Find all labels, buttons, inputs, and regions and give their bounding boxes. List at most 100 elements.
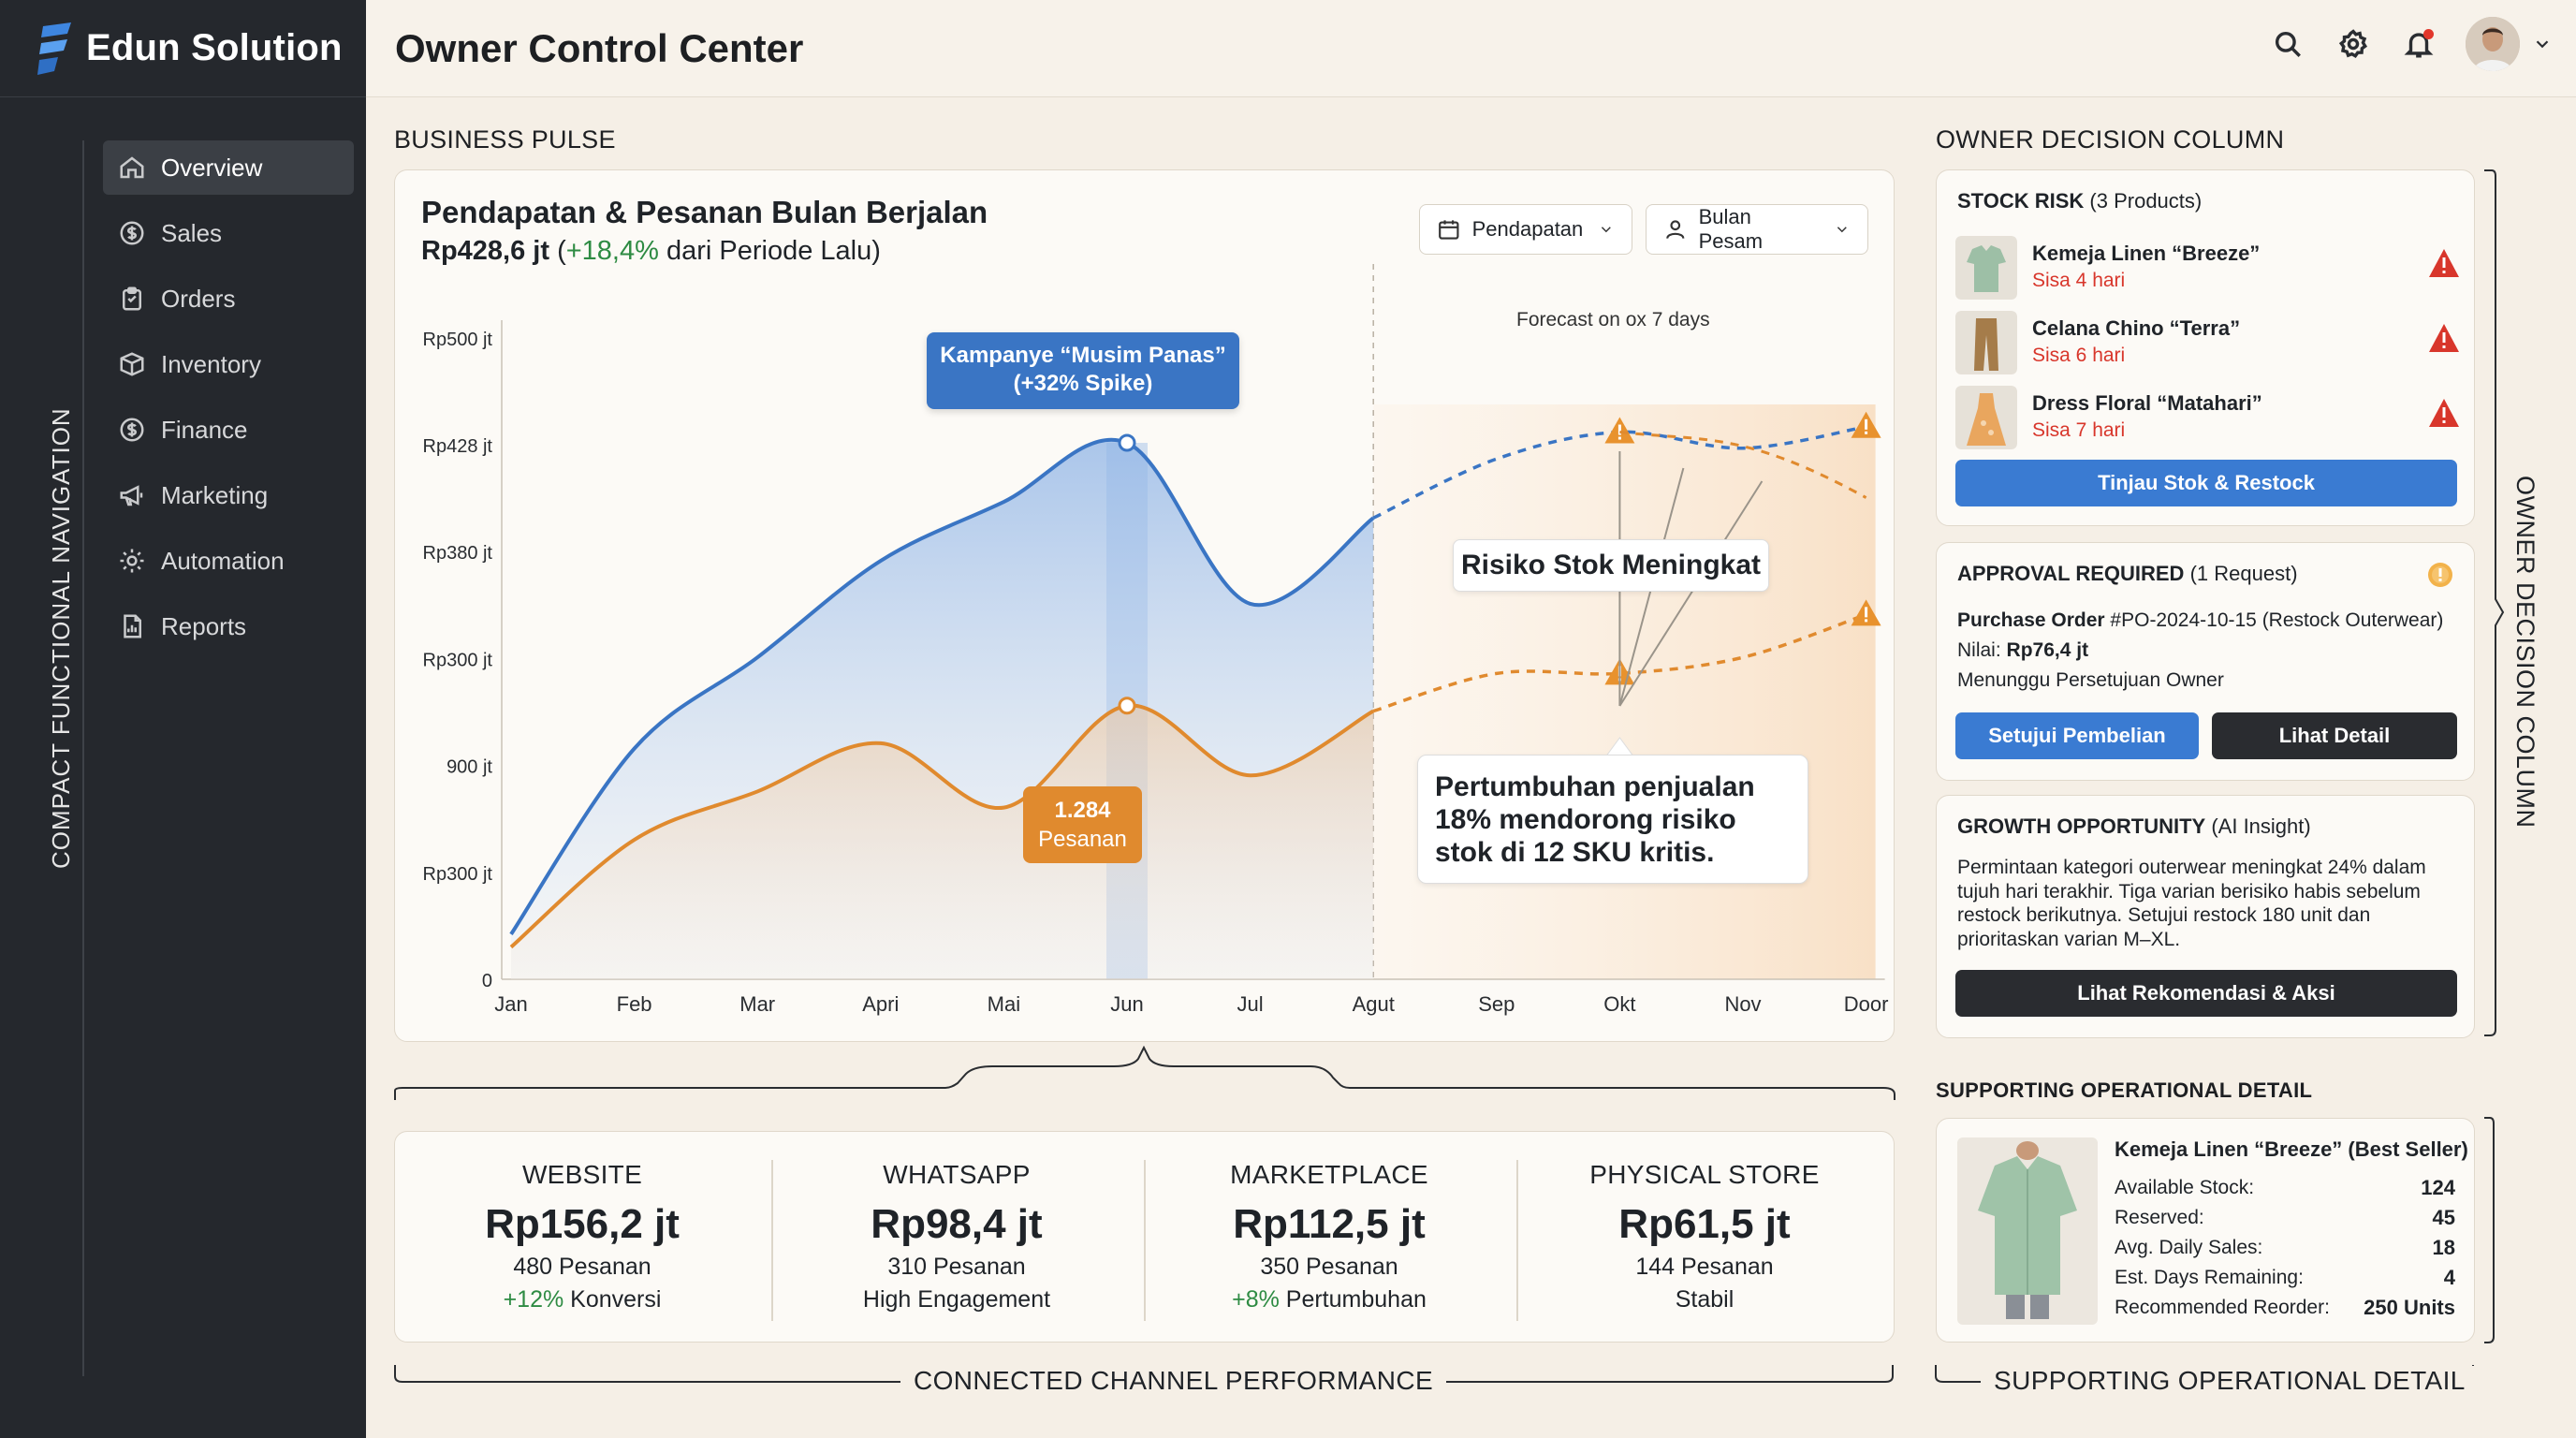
approval-heading: APPROVAL REQUIRED xyxy=(1957,562,2185,585)
navigation-section-label: COMPACT FUNCTIONAL NAVIGATION xyxy=(47,407,75,869)
product-name: Kemeja Linen “Breeze” xyxy=(2032,242,2261,265)
sidebar-item-orders[interactable]: Orders xyxy=(103,271,354,326)
orders-forecast-line xyxy=(1372,612,1867,713)
channel-metric-change: +12% xyxy=(503,1286,564,1313)
gear-icon xyxy=(120,549,144,573)
channel-revenue: Rp98,4 jt xyxy=(871,1201,1043,1247)
x-tick-label: Nov xyxy=(1724,992,1761,1016)
x-tick-label: Sep xyxy=(1478,992,1515,1016)
top-header: Owner Control Center xyxy=(366,0,2576,97)
chevron-down-icon xyxy=(1602,227,1612,233)
purchase-order-line: Purchase Order #PO-2024-10-15 (Restock O… xyxy=(1957,607,2443,635)
risk-forecast-line xyxy=(1619,431,1867,499)
sidebar-item-label: Finance xyxy=(161,415,248,444)
growth-opportunity-card: GROWTH OPPORTUNITY (AI Insight) Perminta… xyxy=(1936,795,2475,1038)
sidebar-item-label: Reports xyxy=(161,611,247,640)
sidebar-item-marketing[interactable]: Marketing xyxy=(103,468,354,522)
sidebar: Edun Solution COMPACT FUNCTIONAL NAVIGAT… xyxy=(0,0,366,1438)
detail-value: 250 Units xyxy=(2364,1296,2455,1319)
channel-revenue: Rp156,2 jt xyxy=(485,1201,680,1247)
channel-orders: 144 Pesanan xyxy=(1635,1254,1774,1280)
series-area xyxy=(511,705,1374,979)
x-tick-label: Jul xyxy=(1237,992,1264,1016)
channel-metric: +8% Pertumbuhan xyxy=(1144,1286,1515,1313)
growth-insight-line: tujuh hari terakhir. Tiga varian berisik… xyxy=(1957,880,2421,902)
notifications-button[interactable] xyxy=(2400,25,2437,63)
sidebar-item-finance[interactable]: Finance xyxy=(103,403,354,457)
sidebar-item-reports[interactable]: Reports xyxy=(103,599,354,653)
channel-section-label: CONNECTED CHANNEL PERFORMANCE xyxy=(900,1366,1447,1396)
growth-callout-line1: Pertumbuhan penjualan xyxy=(1435,771,1755,802)
calendar-icon xyxy=(1439,220,1459,240)
detail-label: Recommended Reorder: xyxy=(2115,1297,2330,1318)
account-menu-toggle[interactable] xyxy=(2531,25,2554,63)
amount-label: Nilai: xyxy=(1957,639,2001,661)
sidebar-item-automation[interactable]: Automation xyxy=(103,534,354,588)
view-detail-button[interactable]: Lihat Detail xyxy=(2212,712,2457,759)
x-tick-label: Jan xyxy=(494,992,527,1016)
channel-website[interactable]: WEBSITE Rp156,2 jt 480 Pesanan +12% Konv… xyxy=(395,1132,769,1342)
growth-callout-line3: stok di 12 SKU kritis. xyxy=(1435,837,1715,868)
channel-name: PHYSICAL STORE xyxy=(1589,1160,1820,1189)
stock-risk-item[interactable]: Dress Floral “Matahari” Sisa 7 hari xyxy=(1955,386,2461,449)
channel-marketplace[interactable]: MARKETPLACE Rp112,5 jt 350 Pesanan +8% P… xyxy=(1144,1132,1515,1342)
growth-insight-text: Permintaan kategori outerwear meningkat … xyxy=(1957,856,2426,951)
business-pulse-label: BUSINESS PULSE xyxy=(394,125,616,154)
decision-column-label: OWNER DECISION COLUMN xyxy=(1936,125,2285,154)
sidebar-item-overview[interactable]: Overview xyxy=(103,140,354,195)
product-detail-name: Kemeja Linen “Breeze” (Best Seller) xyxy=(2115,1137,2468,1161)
sidebar-item-sales[interactable]: Sales xyxy=(103,206,354,260)
revenue-chart-card: Pendapatan & Pesanan Bulan Berjalan Rp42… xyxy=(394,169,1895,1042)
channel-metric-label: Konversi xyxy=(570,1286,662,1313)
bell-icon xyxy=(2404,33,2434,58)
warning-mark-bar xyxy=(1865,418,1868,430)
approve-purchase-button[interactable]: Setujui Pembelian xyxy=(1955,712,2199,759)
growth-insight-line: restock berikutnya. Setujui restock 180 … xyxy=(1957,904,2371,926)
report-icon xyxy=(124,614,141,638)
channel-divider xyxy=(1516,1160,1518,1321)
channel-orders: 350 Pesanan xyxy=(1260,1254,1398,1280)
gear-icon xyxy=(2338,29,2368,58)
orders-callout-value: 1.284 xyxy=(1054,798,1111,823)
view-recommendation-button[interactable]: Lihat Rekomendasi & Aksi xyxy=(1955,970,2457,1017)
revenue-line xyxy=(509,437,1375,935)
detail-label: Reserved: xyxy=(2115,1207,2204,1228)
channel-revenue: Rp61,5 jt xyxy=(1618,1201,1791,1247)
sidebar-item-inventory[interactable]: Inventory xyxy=(103,337,354,391)
decision-column-side-label: OWNER DECISION COLUMN xyxy=(2511,476,2539,829)
review-stock-button[interactable]: Tinjau Stok & Restock xyxy=(1955,460,2457,506)
operational-detail-card: Kemeja Linen “Breeze” (Best Seller) Avai… xyxy=(1936,1118,2475,1343)
product-name: Celana Chino “Terra” xyxy=(2032,316,2241,340)
growth-insight-line: prioritaskan varian M–XL. xyxy=(1957,928,2181,950)
settings-button[interactable] xyxy=(2334,25,2372,63)
period-dropdown[interactable]: Bulan Pesam xyxy=(1646,204,1868,255)
campaign-callout-line2: (+32% Spike) xyxy=(1013,371,1153,396)
warning-mark-dot xyxy=(1617,436,1621,440)
metric-dropdown[interactable]: Pendapatan xyxy=(1419,204,1632,255)
stock-risk-item[interactable]: Kemeja Linen “Breeze” Sisa 4 hari xyxy=(1955,236,2461,300)
chart-summary: Rp428,6 jt (+18,4% dari Periode Lalu) xyxy=(421,236,881,267)
stock-risk-item[interactable]: Celana Chino “Terra” Sisa 6 hari xyxy=(1955,311,2461,374)
search-icon xyxy=(2275,31,2301,57)
revenue-delta: +18,4% xyxy=(565,236,659,266)
brand[interactable]: Edun Solution xyxy=(0,0,366,97)
avatar[interactable] xyxy=(2466,17,2520,71)
connector-bracket xyxy=(394,1046,1895,1100)
channel-whatsapp[interactable]: WHATSAPP Rp98,4 jt 310 Pesanan High Enga… xyxy=(771,1132,1142,1342)
product-name: Dress Floral “Matahari” xyxy=(2032,391,2262,415)
risk-arrow xyxy=(1618,480,1764,707)
revenue-value: Rp428,6 jt xyxy=(421,236,549,266)
detail-value: 4 xyxy=(2443,1266,2455,1289)
approval-count: (1 Request) xyxy=(2189,562,2298,585)
search-button[interactable] xyxy=(2269,25,2306,63)
chart-title: Pendapatan & Pesanan Bulan Berjalan xyxy=(421,195,988,229)
brand-name: Edun Solution xyxy=(86,27,343,68)
sidebar-item-label: Inventory xyxy=(161,349,261,378)
notification-dot xyxy=(2423,29,2434,39)
days-remaining: Sisa 7 hari xyxy=(2032,419,2126,441)
detail-label: Avg. Daily Sales: xyxy=(2115,1237,2263,1258)
channel-physical-store[interactable]: PHYSICAL STORE Rp61,5 jt 144 Pesanan Sta… xyxy=(1516,1132,1893,1342)
sidebar-item-label: Orders xyxy=(161,284,236,313)
x-tick-label: Feb xyxy=(617,992,652,1016)
warning-icon xyxy=(2429,399,2459,427)
